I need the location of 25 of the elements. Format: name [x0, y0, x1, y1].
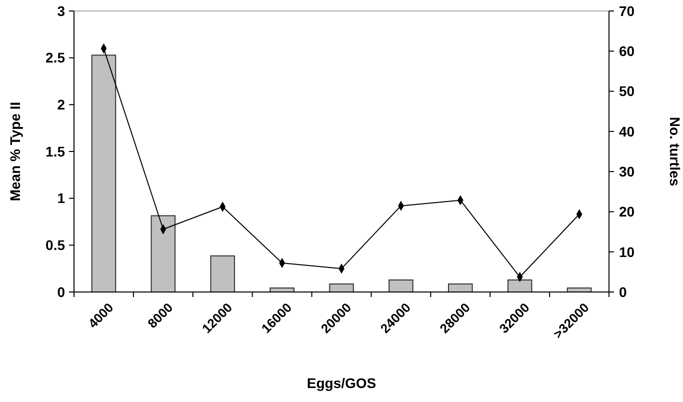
- y2-tick-label: 0: [619, 284, 627, 300]
- y2-tick-label: 20: [619, 204, 635, 220]
- bar: [448, 283, 473, 292]
- y-tick-label: 3: [57, 2, 66, 19]
- x-axis-title: Eggs/GOS: [306, 375, 376, 391]
- y2-tick-label: 70: [619, 2, 635, 19]
- y-tick-label: 0: [57, 284, 66, 300]
- bar: [329, 283, 354, 292]
- y2-tick-label: 60: [619, 43, 635, 60]
- y2-tick-label: 50: [619, 83, 635, 100]
- y-tick-label: 2: [57, 96, 66, 113]
- y-axis-title: Mean % Type II: [7, 102, 23, 202]
- y2-tick-label: 40: [619, 123, 635, 140]
- bar: [388, 279, 414, 292]
- y2-tick-label: 30: [619, 163, 635, 180]
- bar: [507, 279, 532, 292]
- bar: [91, 54, 116, 292]
- y2-axis-title: No. turtles: [667, 116, 683, 186]
- bar: [150, 215, 176, 292]
- y-tick-label: 2.5: [46, 50, 66, 66]
- y-tick-label: 1.5: [46, 143, 66, 160]
- y2-tick-label: 10: [619, 244, 635, 260]
- y-tick-label: 1: [57, 190, 66, 206]
- bar: [210, 255, 235, 292]
- y-tick-label: 0.5: [46, 237, 66, 254]
